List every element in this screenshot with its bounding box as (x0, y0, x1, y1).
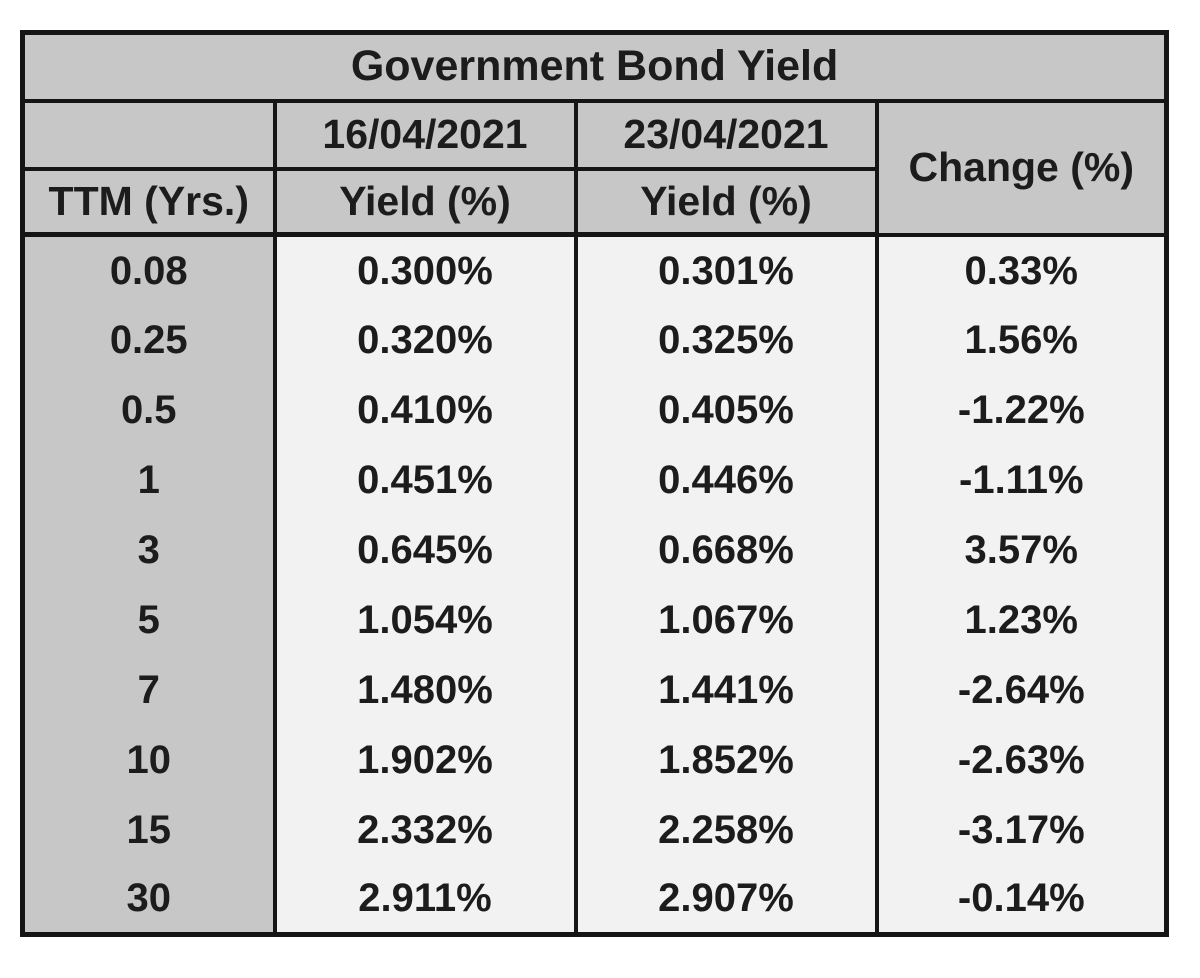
table-title: Government Bond Yield (22, 32, 1167, 103)
yield-1-cell: 1.054% (272, 584, 578, 655)
column-header-yield-2: Yield (%) (573, 166, 879, 237)
yield-2-cell: 1.441% (573, 654, 879, 725)
ttm-cell: 15 (20, 794, 277, 865)
yield-1-cell: 0.300% (272, 234, 578, 305)
change-cell: -1.22% (874, 374, 1169, 445)
ttm-cell: 0.25 (20, 304, 277, 375)
change-cell: -0.14% (874, 864, 1169, 935)
yield-1-cell: 1.902% (272, 724, 578, 795)
yield-1-cell: 0.645% (272, 514, 578, 585)
change-cell: -1.11% (874, 444, 1169, 515)
table-row: 30 2.911% 2.907% -0.14% (20, 864, 1169, 935)
yield-1-cell: 0.451% (272, 444, 578, 515)
yield-2-cell: 2.258% (573, 794, 879, 865)
empty-corner-cell (20, 98, 277, 171)
yield-2-cell: 1.852% (573, 724, 879, 795)
table-row: 5 1.054% 1.067% 1.23% (20, 584, 1169, 655)
table-row: 0.5 0.410% 0.405% -1.22% (20, 374, 1169, 445)
table-row: 1 0.451% 0.446% -1.11% (20, 444, 1169, 515)
yield-2-cell: 0.446% (573, 444, 879, 515)
table-row: 0.25 0.320% 0.325% 1.56% (20, 304, 1169, 375)
table-row: 10 1.902% 1.852% -2.63% (20, 724, 1169, 795)
yield-1-cell: 2.911% (272, 864, 578, 935)
labels-header-row: TTM (Yrs.) Yield (%) Yield (%) (20, 166, 1167, 237)
yield-1-cell: 2.332% (272, 794, 578, 865)
change-cell: -2.63% (874, 724, 1169, 795)
column-header-yield-1: Yield (%) (272, 166, 578, 237)
change-cell: -2.64% (874, 654, 1169, 725)
ttm-cell: 5 (20, 584, 277, 655)
yield-2-cell: 0.668% (573, 514, 879, 585)
table-row: 3 0.645% 0.668% 3.57% (20, 514, 1169, 585)
ttm-cell: 0.08 (20, 234, 277, 305)
yield-1-cell: 0.410% (272, 374, 578, 445)
government-bond-yield-table: Government Bond Yield 16/04/2021 23/04/2… (20, 30, 1170, 937)
dates-header-row: 16/04/2021 23/04/2021 Change (%) (20, 98, 1169, 237)
yield-2-cell: 0.325% (573, 304, 879, 375)
yield-2-cell: 2.907% (573, 864, 879, 935)
yield-2-cell: 0.301% (573, 234, 879, 305)
change-cell: 0.33% (874, 234, 1169, 305)
yield-2-cell: 1.067% (573, 584, 879, 655)
ttm-cell: 1 (20, 444, 277, 515)
column-header-ttm: TTM (Yrs.) (20, 166, 277, 237)
ttm-cell: 0.5 (20, 374, 277, 445)
yield-2-cell: 0.405% (573, 374, 879, 445)
table-row: 0.08 0.300% 0.301% 0.33% (20, 234, 1169, 305)
ttm-cell: 7 (20, 654, 277, 725)
table-body: 0.08 0.300% 0.301% 0.33% 0.25 0.320% 0.325% 1.5… (20, 234, 1169, 935)
title-row: Government Bond Yield (22, 32, 1167, 103)
column-header-change: Change (%) (874, 98, 1169, 237)
change-cell: -3.17% (874, 794, 1169, 865)
ttm-cell: 10 (20, 724, 277, 795)
change-cell: 3.57% (874, 514, 1169, 585)
column-header-date-1: 16/04/2021 (272, 98, 578, 171)
change-cell: 1.23% (874, 584, 1169, 655)
yield-1-cell: 0.320% (272, 304, 578, 375)
column-header-date-2: 23/04/2021 (573, 98, 879, 171)
yield-1-cell: 1.480% (272, 654, 578, 725)
table-row: 7 1.480% 1.441% -2.64% (20, 654, 1169, 725)
change-cell: 1.56% (874, 304, 1169, 375)
table-row: 15 2.332% 2.258% -3.17% (20, 794, 1169, 865)
ttm-cell: 3 (20, 514, 277, 585)
ttm-cell: 30 (20, 864, 277, 935)
